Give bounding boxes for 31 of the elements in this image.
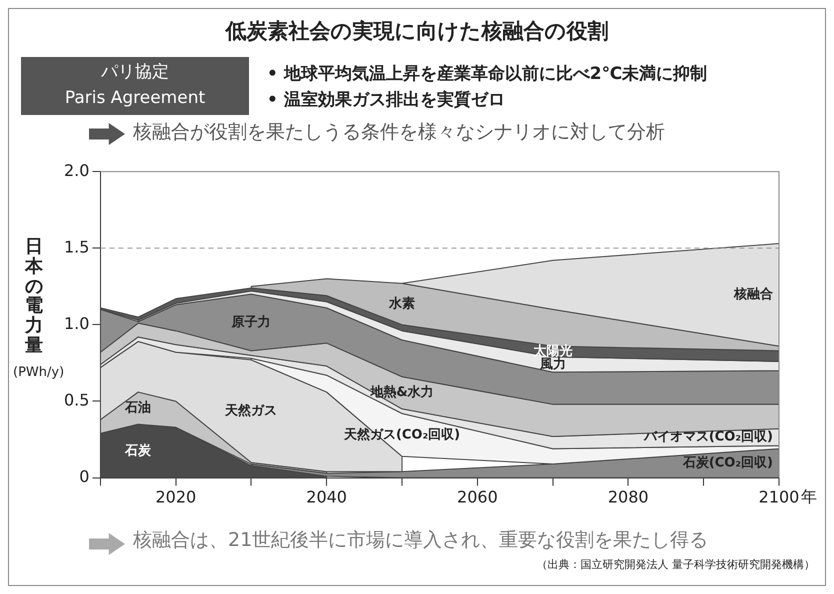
- series-label: 石炭: [124, 443, 152, 458]
- text: (PWh/y): [13, 365, 64, 380]
- series-label: 風力: [538, 356, 566, 372]
- x-tick-label: 2100: [758, 488, 800, 507]
- series-label: 水素: [388, 295, 416, 312]
- y-tick-label: 0: [79, 466, 90, 486]
- text: 核融合は、21世紀後半に市場に導入され、重要な役割を果たし得る: [133, 528, 708, 553]
- x-tick-label: 2040: [306, 488, 347, 507]
- series-label: 石油: [124, 400, 152, 416]
- y-tick-label: 1.0: [64, 314, 90, 333]
- text: パリ協定: [100, 61, 170, 84]
- x-tick-label: 2060: [457, 488, 498, 507]
- text: （出典：国立研究開発法人 量子科学技術研究開発機構）: [536, 557, 815, 572]
- series-label: 太陽光: [532, 344, 572, 359]
- y-tick-label: 2.0: [64, 160, 90, 180]
- series-label: 天然ガス: [224, 404, 278, 419]
- chart-title: 低炭素社会の実現に向けた核融合の役割: [224, 18, 610, 45]
- text: 核融合が役割を果たしうる条件を様々なシナリオに対して分析: [133, 120, 665, 145]
- series-label: バイオマス(CO₂回収): [642, 430, 773, 445]
- series-label: 石炭(CO₂回収): [682, 456, 773, 471]
- x-tick-label: 2020: [155, 488, 196, 507]
- text: • 温室効果ガス排出を実質ゼロ: [267, 89, 506, 112]
- y-tick-label: 1.5: [64, 237, 90, 256]
- y-tick-label: 0.5: [64, 390, 90, 410]
- text: • 地球平均気温上昇を産業革命以前に比べ2℃未満に抑制: [267, 63, 708, 86]
- series-label: 核融合: [733, 286, 773, 302]
- x-axis-title: 年: [801, 486, 817, 506]
- x-tick-label: 2080: [608, 488, 649, 507]
- series-label: 原子力: [230, 314, 271, 330]
- y-axis-title: 日本の電力量: [25, 236, 43, 356]
- text: Paris Agreement: [64, 87, 206, 110]
